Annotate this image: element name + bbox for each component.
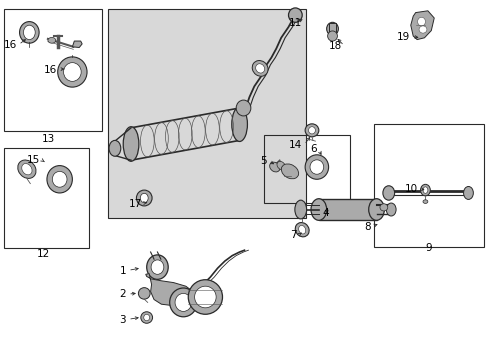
Ellipse shape [146, 255, 168, 279]
Ellipse shape [305, 124, 318, 137]
Ellipse shape [327, 31, 337, 41]
Ellipse shape [141, 312, 152, 323]
Text: 2: 2 [119, 289, 126, 300]
Bar [4, 9, 102, 131]
Circle shape [422, 200, 427, 203]
Ellipse shape [310, 199, 326, 220]
Ellipse shape [420, 184, 429, 196]
Text: 11: 11 [288, 18, 302, 28]
Text: 3: 3 [119, 315, 126, 325]
Ellipse shape [463, 186, 472, 199]
Circle shape [48, 37, 56, 43]
Ellipse shape [281, 164, 298, 179]
Bar [4, 148, 89, 248]
Polygon shape [410, 11, 433, 40]
Ellipse shape [329, 25, 335, 32]
Ellipse shape [255, 64, 264, 73]
Ellipse shape [231, 107, 247, 141]
Text: 14: 14 [288, 140, 302, 150]
Ellipse shape [276, 161, 285, 170]
Ellipse shape [422, 187, 427, 193]
Ellipse shape [169, 288, 197, 317]
Ellipse shape [23, 25, 35, 40]
Ellipse shape [47, 166, 72, 193]
Ellipse shape [298, 225, 305, 234]
Text: 5: 5 [259, 156, 266, 166]
Ellipse shape [305, 155, 328, 179]
Text: 10: 10 [404, 184, 417, 194]
Polygon shape [145, 274, 195, 306]
Ellipse shape [379, 204, 387, 211]
Ellipse shape [309, 160, 323, 174]
Ellipse shape [123, 127, 139, 161]
Ellipse shape [295, 222, 308, 237]
Ellipse shape [252, 60, 267, 76]
Ellipse shape [288, 8, 302, 22]
Ellipse shape [326, 22, 338, 35]
Text: 4: 4 [321, 208, 328, 218]
Bar [328, 23, 336, 34]
Bar [264, 135, 349, 203]
Ellipse shape [58, 57, 87, 87]
Ellipse shape [109, 140, 121, 156]
Text: 12: 12 [36, 249, 50, 259]
Ellipse shape [151, 260, 163, 274]
Ellipse shape [18, 160, 36, 179]
Text: 16: 16 [3, 40, 17, 50]
Text: 7: 7 [289, 230, 296, 240]
Text: 13: 13 [42, 134, 56, 144]
Ellipse shape [21, 163, 32, 175]
Text: 8: 8 [363, 222, 370, 232]
Polygon shape [72, 41, 82, 48]
Ellipse shape [269, 162, 280, 172]
Ellipse shape [143, 314, 149, 321]
Ellipse shape [236, 100, 250, 116]
Text: 15: 15 [27, 155, 40, 165]
Ellipse shape [175, 293, 191, 311]
Ellipse shape [308, 127, 315, 134]
Text: 9: 9 [424, 243, 431, 253]
Ellipse shape [138, 288, 150, 299]
Ellipse shape [52, 171, 67, 187]
Ellipse shape [136, 190, 152, 206]
Text: 16: 16 [43, 65, 57, 75]
Ellipse shape [294, 200, 306, 219]
Ellipse shape [63, 63, 81, 81]
Ellipse shape [140, 193, 148, 203]
Ellipse shape [194, 286, 216, 308]
Ellipse shape [188, 280, 222, 314]
Text: 6: 6 [309, 144, 316, 154]
Ellipse shape [386, 203, 395, 216]
Bar [373, 124, 483, 247]
Ellipse shape [20, 22, 39, 43]
Bar [107, 9, 305, 218]
Ellipse shape [418, 26, 426, 33]
Text: 19: 19 [396, 32, 409, 42]
Ellipse shape [417, 17, 425, 26]
Text: 18: 18 [328, 41, 342, 51]
Ellipse shape [382, 186, 394, 200]
Text: 1: 1 [119, 266, 126, 276]
Ellipse shape [368, 199, 384, 220]
Text: 17: 17 [128, 199, 142, 209]
Bar [318, 199, 376, 220]
